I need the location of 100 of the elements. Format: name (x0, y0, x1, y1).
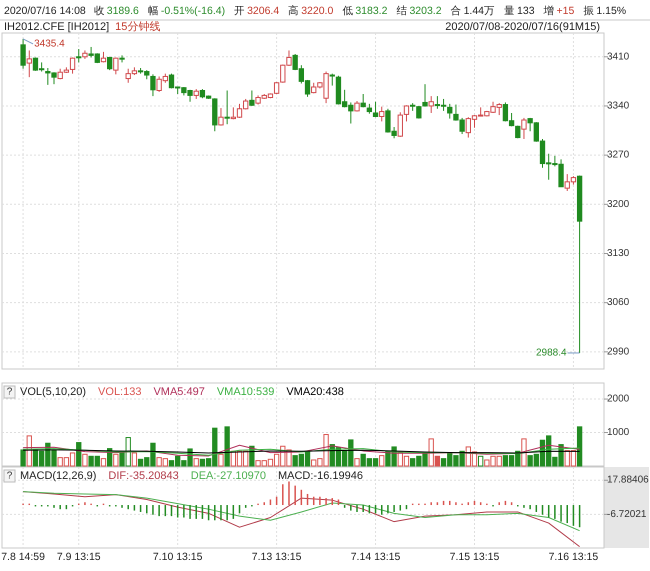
bar (138, 458, 144, 466)
bar (372, 458, 378, 466)
text: VMA20:438 (286, 386, 344, 398)
y-tick-label: 2990 (607, 346, 630, 358)
bar (126, 437, 131, 466)
bar (311, 459, 316, 466)
bar (230, 450, 236, 466)
text: 3220.0 (301, 5, 334, 17)
candlestick (20, 38, 26, 70)
bar (484, 459, 490, 466)
bar (490, 456, 496, 466)
bar (206, 458, 212, 466)
text: +15 (556, 5, 575, 17)
bar (243, 450, 248, 466)
x-tick-label: 7.16 13:15 (548, 551, 598, 563)
bar (404, 456, 410, 466)
x-tick-label: 7.10 13:15 (152, 551, 203, 563)
bar (168, 460, 174, 466)
bar (162, 458, 168, 466)
candlestick (194, 88, 199, 100)
text: 量 (504, 5, 516, 17)
text: 收 (94, 5, 105, 17)
candlestick (150, 74, 156, 97)
y-tick-label: 3410 (607, 51, 630, 62)
bar (527, 455, 533, 466)
bar (194, 458, 199, 466)
bar (416, 456, 422, 466)
bar (94, 456, 100, 466)
bar (212, 428, 218, 466)
bar (453, 455, 459, 466)
bar (428, 438, 434, 466)
text: -0.51%(-16.4) (160, 5, 226, 17)
candlestick (106, 56, 112, 71)
candlestick (428, 96, 434, 114)
bar (70, 452, 76, 466)
bar (175, 456, 180, 466)
series-label: MACD:-16.19946 (278, 470, 363, 482)
text: 合 (450, 4, 462, 17)
bar (100, 458, 106, 466)
bar (113, 454, 119, 466)
chart-title: IH2012.CFE [IH2012] (4, 21, 110, 33)
chart-title: VOL(5,10,20) (20, 386, 86, 398)
bar (508, 455, 514, 466)
text: ? (6, 386, 13, 398)
text: 低 (342, 5, 354, 17)
text: 增 (542, 5, 555, 17)
text: 2020/07/16 14:08 (4, 5, 86, 17)
text: 结 (396, 4, 408, 17)
bar (156, 457, 162, 466)
candlestick (249, 90, 255, 106)
bar (534, 454, 539, 466)
bar (132, 452, 138, 466)
text: DEA:-27.10970 (190, 470, 266, 482)
y-tick-label: 3270 (607, 150, 630, 161)
text: VOL:133 (98, 386, 142, 398)
bar (58, 457, 63, 466)
bar (255, 460, 261, 466)
bar (552, 456, 558, 466)
annotation: 2988.4 (536, 347, 568, 358)
y-tick-label: 3130 (607, 248, 630, 259)
y-tick-label: 3200 (607, 198, 630, 210)
candlestick (360, 94, 366, 108)
text: ? (6, 470, 13, 482)
candlestick (100, 51, 106, 63)
candlestick (218, 108, 224, 126)
x-tick-label: 7.15 13:15 (450, 551, 500, 563)
bar (466, 446, 471, 466)
bar (360, 454, 366, 466)
bar (546, 435, 552, 466)
x-tick-label: 7.14 13:15 (350, 551, 401, 563)
text: 1.15% (596, 5, 626, 17)
bar (38, 450, 44, 466)
bar (496, 456, 502, 466)
candlestick (330, 73, 335, 86)
bar (398, 452, 403, 466)
bar (20, 449, 26, 466)
chart-title: MACD(12,26,9) (20, 470, 96, 482)
candlestick (76, 48, 82, 63)
bar (478, 456, 484, 466)
text: VMA10:539 (216, 386, 274, 398)
bar (218, 454, 224, 466)
bar (440, 458, 446, 466)
bar (181, 460, 187, 466)
x-tick-label: 7.8 14:59 (1, 551, 46, 563)
bar (292, 455, 298, 466)
bar (88, 456, 94, 466)
annotation: 3435.4 (34, 38, 66, 50)
bar (354, 458, 360, 466)
candlestick (447, 103, 452, 120)
bar (502, 455, 508, 466)
y-tick-label: 2000 (607, 394, 630, 405)
text: 133 (517, 5, 535, 17)
text: 3189.6 (106, 5, 140, 17)
x-tick-label: 7.9 13:15 (56, 551, 101, 563)
y-tick-label: 17.88406 (607, 474, 650, 486)
y-tick-label: -6.72021 (607, 508, 647, 520)
candlestick (26, 50, 32, 78)
series-label: DIF:-35.20843 (108, 470, 179, 482)
y-tick-label: 3060 (607, 297, 630, 308)
bar (82, 454, 88, 466)
